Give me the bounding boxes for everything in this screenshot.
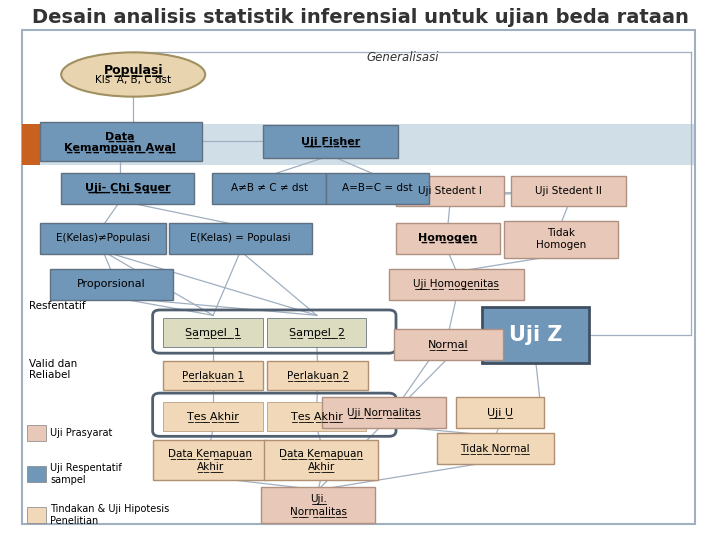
Text: E(Kelas)≠Populasi: E(Kelas)≠Populasi bbox=[56, 233, 150, 243]
Text: Generalisasi: Generalisasi bbox=[367, 51, 439, 64]
FancyBboxPatch shape bbox=[40, 122, 202, 161]
FancyBboxPatch shape bbox=[22, 124, 695, 165]
FancyBboxPatch shape bbox=[163, 361, 263, 390]
FancyBboxPatch shape bbox=[267, 361, 368, 390]
Text: T̲e̲s̲ ̲A̲k̲h̲i̲r̲: T̲e̲s̲ ̲A̲k̲h̲i̲r̲ bbox=[187, 411, 239, 422]
Text: Uji Z: Uji Z bbox=[509, 325, 562, 346]
FancyBboxPatch shape bbox=[61, 173, 194, 204]
Text: T̲e̲s̲ ̲A̲k̲h̲i̲r̲: T̲e̲s̲ ̲A̲k̲h̲i̲r̲ bbox=[291, 411, 343, 422]
Text: U̲j̲i̲.̲
N̲o̲r̲m̲a̲l̲i̲t̲a̲s̲: U̲j̲i̲.̲ N̲o̲r̲m̲a̲l̲i̲t̲a̲s̲ bbox=[289, 493, 347, 517]
Text: K̲e̲m̲a̲m̲p̲u̲a̲n̲ ̲A̲w̲a̲l̲: K̲e̲m̲a̲m̲p̲u̲a̲n̲ ̲A̲w̲a̲l̲ bbox=[64, 142, 176, 153]
FancyBboxPatch shape bbox=[326, 173, 429, 204]
Text: S̲a̲m̲p̲e̲l̲ ̲ ̲1̲: S̲a̲m̲p̲e̲l̲ ̲ ̲1̲ bbox=[185, 327, 241, 338]
FancyBboxPatch shape bbox=[322, 397, 446, 428]
Text: E(Kelas) = Populasi: E(Kelas) = Populasi bbox=[190, 233, 291, 243]
FancyBboxPatch shape bbox=[261, 487, 375, 523]
Text: P̲e̲r̲l̲a̲k̲u̲a̲n̲ ̲1̲: P̲e̲r̲l̲a̲k̲u̲a̲n̲ ̲1̲ bbox=[182, 370, 244, 381]
FancyBboxPatch shape bbox=[169, 223, 312, 254]
Text: H̲o̲m̲o̲g̲e̲n̲: H̲o̲m̲o̲g̲e̲n̲ bbox=[418, 233, 477, 244]
Ellipse shape bbox=[61, 52, 205, 97]
Text: Uji Prasyarat: Uji Prasyarat bbox=[50, 428, 113, 438]
FancyBboxPatch shape bbox=[267, 318, 366, 347]
FancyBboxPatch shape bbox=[511, 176, 626, 206]
Text: Resfentatif: Resfentatif bbox=[29, 301, 86, 311]
FancyBboxPatch shape bbox=[504, 221, 618, 258]
FancyBboxPatch shape bbox=[437, 433, 554, 464]
Text: Uji Respentatif
sampel: Uji Respentatif sampel bbox=[50, 463, 122, 485]
FancyBboxPatch shape bbox=[50, 269, 173, 300]
Text: U̲j̲i̲-̲ ̲C̲h̲i̲ ̲S̲q̲u̲e̲r̲: U̲j̲i̲-̲ ̲C̲h̲i̲ ̲S̲q̲u̲e̲r̲ bbox=[85, 183, 170, 193]
FancyBboxPatch shape bbox=[396, 176, 504, 206]
Text: Valid dan
Reliabel: Valid dan Reliabel bbox=[29, 359, 77, 380]
FancyBboxPatch shape bbox=[389, 269, 524, 300]
FancyBboxPatch shape bbox=[22, 124, 40, 165]
FancyBboxPatch shape bbox=[163, 402, 263, 431]
Text: A=B=C = dst: A=B=C = dst bbox=[342, 183, 413, 193]
Text: Proporsional: Proporsional bbox=[77, 279, 146, 289]
Text: N̲o̲r̲m̲a̲l̲: N̲o̲r̲m̲a̲l̲ bbox=[428, 339, 469, 350]
Text: D̲a̲t̲a̲ ̲K̲e̲m̲a̲p̲u̲a̲n̲
A̲k̲h̲i̲r̲: D̲a̲t̲a̲ ̲K̲e̲m̲a̲p̲u̲a̲n̲ A̲k̲h̲i̲r̲ bbox=[279, 448, 363, 472]
FancyBboxPatch shape bbox=[27, 507, 46, 523]
Text: A≠B ≠ C ≠ dst: A≠B ≠ C ≠ dst bbox=[230, 183, 308, 193]
FancyBboxPatch shape bbox=[396, 223, 500, 254]
Text: U̲j̲i̲ ̲U̲: U̲j̲i̲ ̲U̲ bbox=[487, 407, 513, 418]
Text: Uji Stedent II: Uji Stedent II bbox=[536, 186, 602, 195]
FancyBboxPatch shape bbox=[212, 173, 326, 204]
Text: P̲e̲r̲l̲a̲k̲u̲a̲n̲ ̲2̲: P̲e̲r̲l̲a̲k̲u̲a̲n̲ ̲2̲ bbox=[287, 370, 348, 381]
Text: Kls  A, B, C dst: Kls A, B, C dst bbox=[95, 75, 171, 85]
FancyBboxPatch shape bbox=[482, 307, 589, 363]
Text: D̲a̲t̲a̲: D̲a̲t̲a̲ bbox=[106, 132, 135, 143]
Text: U̲j̲i̲ ̲F̲i̲s̲h̲e̲r̲: U̲j̲i̲ ̲F̲i̲s̲h̲e̲r̲ bbox=[301, 136, 360, 147]
FancyBboxPatch shape bbox=[163, 318, 263, 347]
Text: Uji Stedent I: Uji Stedent I bbox=[418, 186, 482, 195]
Text: Tidak
Homogen: Tidak Homogen bbox=[536, 228, 586, 250]
FancyBboxPatch shape bbox=[264, 440, 378, 480]
Text: U̲j̲i̲ ̲N̲o̲r̲m̲a̲l̲i̲t̲a̲s̲: U̲j̲i̲ ̲N̲o̲r̲m̲a̲l̲i̲t̲a̲s̲ bbox=[347, 407, 420, 418]
Text: Tindakan & Uji Hipotesis
Penelitian: Tindakan & Uji Hipotesis Penelitian bbox=[50, 504, 170, 526]
FancyBboxPatch shape bbox=[27, 466, 46, 482]
FancyBboxPatch shape bbox=[267, 402, 366, 431]
FancyBboxPatch shape bbox=[263, 125, 398, 158]
FancyBboxPatch shape bbox=[153, 440, 267, 480]
FancyBboxPatch shape bbox=[394, 329, 503, 360]
Text: Desain analisis statistik inferensial untuk ujian beda rataan: Desain analisis statistik inferensial un… bbox=[32, 8, 688, 28]
Text: T̲i̲d̲a̲k̲ ̲N̲o̲r̲m̲a̲l̲: T̲i̲d̲a̲k̲ ̲N̲o̲r̲m̲a̲l̲ bbox=[461, 443, 530, 454]
Text: P̲o̲p̲u̲l̲a̲s̲i̲: P̲o̲p̲u̲l̲a̲s̲i̲ bbox=[104, 64, 163, 77]
Text: D̲a̲t̲a̲ ̲K̲e̲m̲a̲p̲u̲a̲n̲
A̲k̲h̲i̲r̲: D̲a̲t̲a̲ ̲K̲e̲m̲a̲p̲u̲a̲n̲ A̲k̲h̲i̲r̲ bbox=[168, 448, 252, 472]
FancyBboxPatch shape bbox=[456, 397, 544, 428]
Text: S̲a̲m̲p̲e̲l̲ ̲ ̲2̲: S̲a̲m̲p̲e̲l̲ ̲ ̲2̲ bbox=[289, 327, 345, 338]
FancyBboxPatch shape bbox=[40, 223, 166, 254]
FancyBboxPatch shape bbox=[27, 425, 46, 441]
Text: U̲j̲i̲ ̲H̲o̲m̲o̲g̲e̲n̲i̲t̲a̲s̲: U̲j̲i̲ ̲H̲o̲m̲o̲g̲e̲n̲i̲t̲a̲s̲ bbox=[413, 279, 500, 289]
